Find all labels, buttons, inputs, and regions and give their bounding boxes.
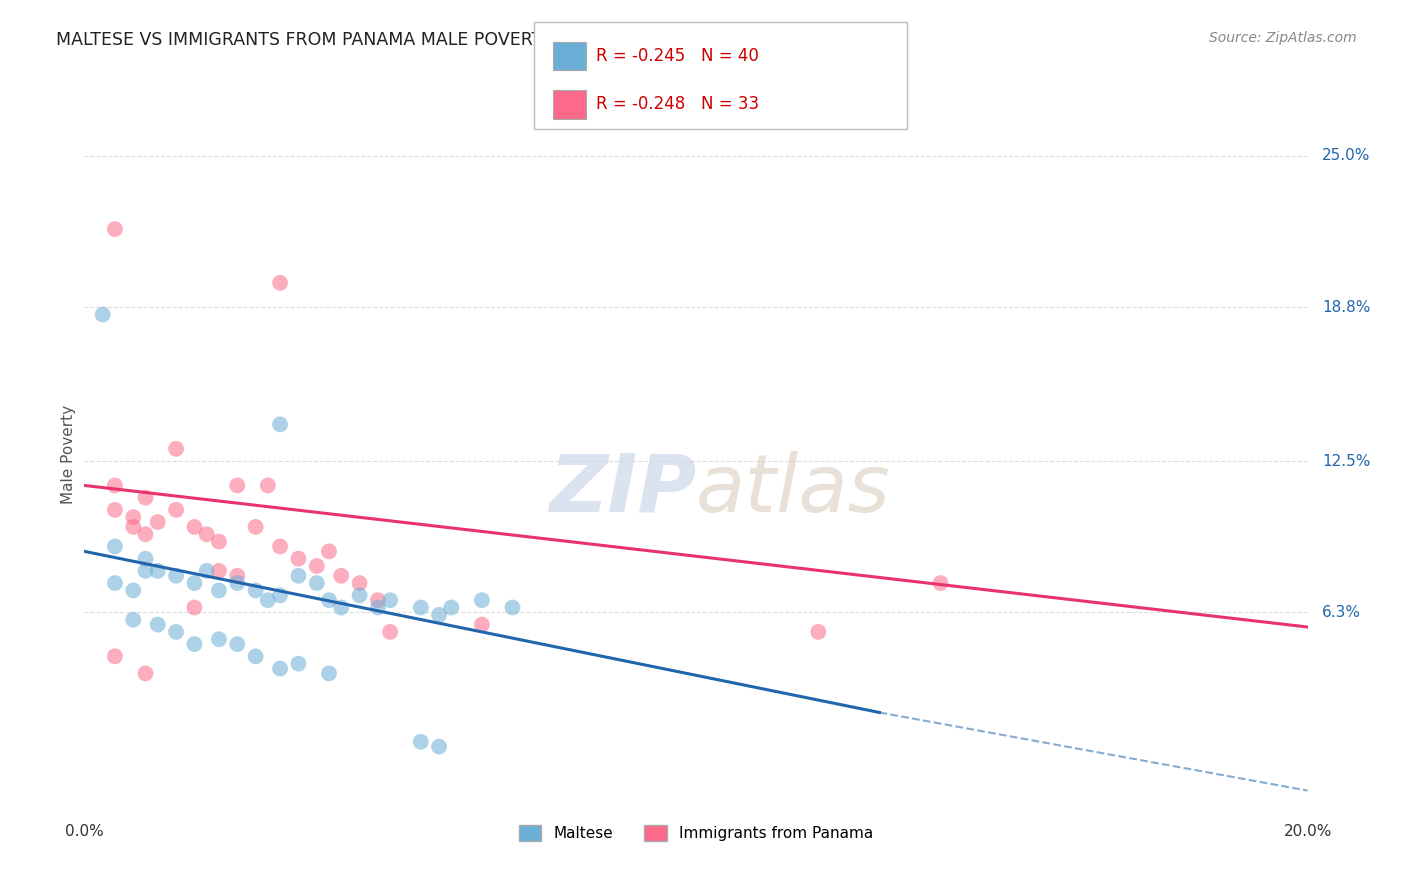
Point bbox=[122, 583, 145, 598]
Text: ZIP: ZIP bbox=[548, 450, 696, 529]
Text: 0.0%: 0.0% bbox=[65, 823, 104, 838]
Text: 25.0%: 25.0% bbox=[1322, 148, 1371, 163]
Point bbox=[91, 308, 114, 322]
Point bbox=[269, 661, 291, 675]
Point bbox=[257, 478, 280, 492]
Point bbox=[183, 576, 205, 591]
Point bbox=[146, 564, 169, 578]
Point bbox=[409, 735, 432, 749]
Point bbox=[135, 491, 157, 505]
Point bbox=[380, 624, 402, 639]
Point bbox=[208, 534, 231, 549]
Y-axis label: Male Poverty: Male Poverty bbox=[60, 405, 76, 505]
Text: 18.8%: 18.8% bbox=[1322, 300, 1371, 315]
Text: R = -0.245   N = 40: R = -0.245 N = 40 bbox=[596, 47, 759, 65]
Point bbox=[195, 527, 218, 541]
Point bbox=[226, 478, 249, 492]
Point bbox=[349, 576, 371, 591]
Point bbox=[135, 551, 157, 566]
Point bbox=[269, 276, 291, 290]
Point bbox=[305, 576, 328, 591]
Point bbox=[165, 442, 187, 456]
Point bbox=[195, 564, 218, 578]
Point bbox=[104, 540, 127, 554]
Point bbox=[471, 593, 494, 607]
Point bbox=[427, 739, 450, 754]
Text: MALTESE VS IMMIGRANTS FROM PANAMA MALE POVERTY CORRELATION CHART: MALTESE VS IMMIGRANTS FROM PANAMA MALE P… bbox=[56, 31, 748, 49]
Point bbox=[208, 583, 231, 598]
Point bbox=[245, 649, 267, 664]
Point bbox=[122, 520, 145, 534]
Point bbox=[245, 583, 267, 598]
Point bbox=[367, 593, 389, 607]
Point bbox=[287, 568, 309, 582]
Text: atlas: atlas bbox=[696, 450, 891, 529]
Point bbox=[330, 568, 353, 582]
Text: Source: ZipAtlas.com: Source: ZipAtlas.com bbox=[1209, 31, 1357, 45]
Point bbox=[208, 632, 231, 647]
Point bbox=[165, 503, 187, 517]
Point bbox=[409, 600, 432, 615]
Point bbox=[287, 657, 309, 671]
Point bbox=[471, 617, 494, 632]
Point bbox=[269, 417, 291, 432]
Point bbox=[257, 593, 280, 607]
Point bbox=[104, 478, 127, 492]
Point bbox=[165, 624, 187, 639]
Point bbox=[122, 613, 145, 627]
Point bbox=[318, 666, 340, 681]
Point bbox=[245, 520, 267, 534]
Point bbox=[440, 600, 463, 615]
Text: 6.3%: 6.3% bbox=[1322, 605, 1361, 620]
Point bbox=[135, 666, 157, 681]
Point bbox=[305, 559, 328, 574]
Point bbox=[269, 588, 291, 602]
Point bbox=[135, 564, 157, 578]
Point bbox=[226, 637, 249, 651]
Point bbox=[226, 568, 249, 582]
Point bbox=[183, 637, 205, 651]
Point bbox=[135, 527, 157, 541]
Text: 12.5%: 12.5% bbox=[1322, 453, 1371, 468]
Point bbox=[104, 222, 127, 236]
Point bbox=[146, 617, 169, 632]
Point bbox=[330, 600, 353, 615]
Point bbox=[427, 607, 450, 622]
Point bbox=[104, 503, 127, 517]
Point bbox=[318, 593, 340, 607]
Point bbox=[929, 576, 952, 591]
Point bbox=[104, 576, 127, 591]
Point bbox=[807, 624, 830, 639]
Legend: Maltese, Immigrants from Panama: Maltese, Immigrants from Panama bbox=[512, 819, 880, 847]
Point bbox=[318, 544, 340, 558]
Point bbox=[502, 600, 524, 615]
Point bbox=[183, 600, 205, 615]
Point bbox=[104, 649, 127, 664]
Point bbox=[226, 576, 249, 591]
Point bbox=[380, 593, 402, 607]
Point bbox=[122, 510, 145, 524]
Text: 20.0%: 20.0% bbox=[1284, 823, 1331, 838]
Point bbox=[146, 515, 169, 529]
Point bbox=[349, 588, 371, 602]
Point bbox=[367, 600, 389, 615]
Text: R = -0.248   N = 33: R = -0.248 N = 33 bbox=[596, 95, 759, 113]
Point bbox=[183, 520, 205, 534]
Point bbox=[287, 551, 309, 566]
Point bbox=[208, 564, 231, 578]
Point bbox=[165, 568, 187, 582]
Point bbox=[269, 540, 291, 554]
